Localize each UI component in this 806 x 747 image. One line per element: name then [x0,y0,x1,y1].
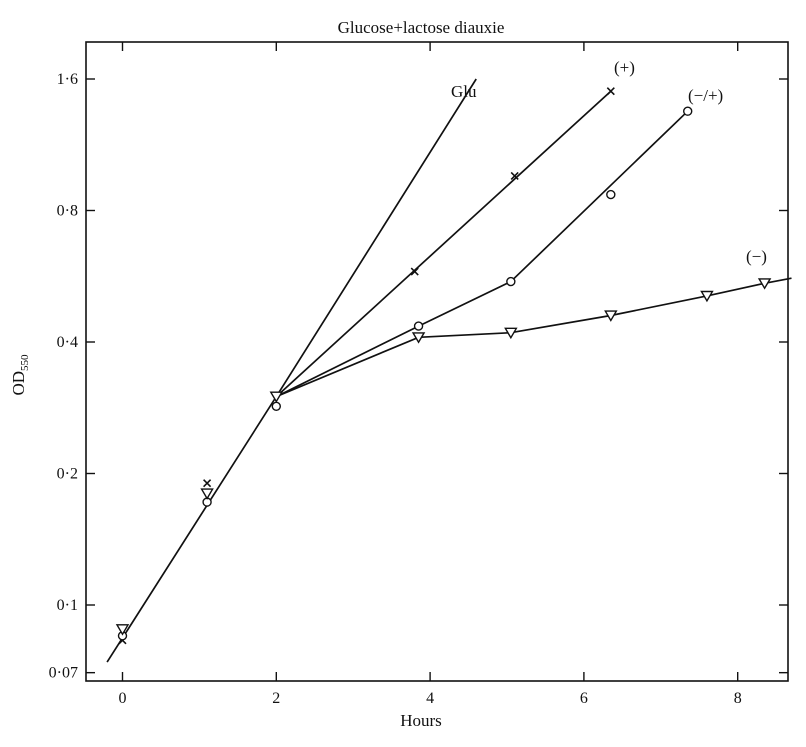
data-point-triangle [757,278,772,290]
x-tick-label: 2 [272,690,280,707]
x-axis-ticks: 0 2 4 6 8 [119,42,742,707]
plot-frame [85,41,789,682]
series-label: (−) [746,247,767,266]
data-point-x [510,171,519,180]
y-axis-label-main: OD [9,371,28,396]
y-tick-label: 0·2 [57,466,78,483]
data-point-circle [271,401,281,412]
series-line [275,90,612,398]
x-tick-label: 4 [426,690,434,707]
data-point-x-stroke [510,171,519,180]
data-point-circle [606,189,616,200]
y-tick-label: 0·07 [49,665,78,682]
data-point-circle [413,321,424,331]
data-point-circle [683,106,693,116]
chart-title: Glucose+lactose diauxie [338,18,505,37]
data-point-triangle [700,290,714,303]
series-0: Glu [106,78,477,663]
y-tick-label: 0·4 [57,334,78,351]
series-line [275,110,689,398]
series-label: Glu [451,82,477,101]
series-3: (−) [115,247,792,636]
series-layer: Glu (+) (−/+) (−) [106,58,792,663]
data-point-triangle [411,332,426,344]
y-axis-label-subscript: 550 [19,354,31,371]
series-2: (−/+) [117,86,723,641]
data-point-circle [506,276,516,287]
series-1: (+) [118,58,635,645]
data-point-triangle [115,624,130,636]
y-tick-label: 0·1 [57,597,78,614]
data-point-x-stroke [410,267,419,276]
data-point-triangle [269,391,284,403]
series-label: (+) [614,58,635,77]
data-point-x [203,479,212,488]
series-line [106,78,477,663]
x-tick-label: 0 [119,690,127,707]
y-tick-label: 0·8 [57,203,78,220]
x-tick-label: 8 [734,690,742,707]
x-axis-label: Hours [400,711,442,730]
data-point-x-stroke [606,87,615,96]
data-point-triangle [200,488,214,500]
y-axis-ticks: 0·07 0·1 0·2 0·4 0·8 1·6 [49,71,788,682]
y-tick-label: 1·6 [57,71,78,88]
data-point-triangle [604,310,618,322]
series-label: (−/+) [688,86,723,105]
data-point-x-stroke [203,479,212,488]
data-point-triangle [504,327,518,340]
y-axis-label: OD550 [9,354,31,396]
x-tick-label: 6 [580,690,588,707]
data-point-x [606,87,615,96]
data-point-x [410,267,419,276]
series-line [275,277,792,398]
